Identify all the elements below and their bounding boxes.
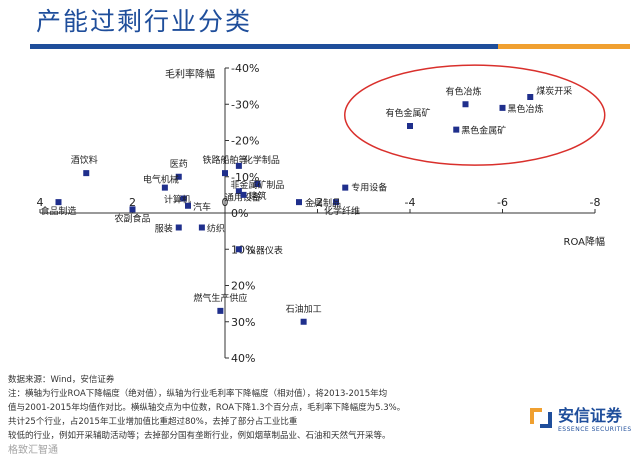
data-point [83,170,90,177]
x-tick-label: -8 [590,196,601,209]
data-point [175,173,182,180]
x-tick-label: -4 [405,196,416,209]
y-tick-label: -10% [231,171,259,184]
y-tick-label: -20% [231,135,259,148]
data-point [462,101,469,108]
highlight-ellipse [344,64,606,166]
data-point-label: 黑色冶炼 [508,103,544,115]
data-point-label: 化学纤维 [324,205,360,217]
data-point-label: 酒饮料 [71,154,98,166]
data-point [198,224,205,231]
y-axis-title: 毛利率降幅 [165,67,215,80]
data-point-label: 有色冶炼 [445,85,481,97]
brand-logo: 安信证券 ESSENCE SECURITIES [528,400,636,444]
data-point [240,191,247,198]
y-tick-label: -30% [231,98,259,111]
data-point [254,181,261,187]
x-tick-label: 4 [37,196,44,209]
data-point [333,199,339,206]
data-point-label: 燃气生产供应 [193,292,247,304]
data-point [55,199,62,206]
x-tick-label: -6 [497,196,508,209]
data-point [407,123,413,129]
data-point [217,307,224,314]
brand-name-en: ESSENCE SECURITIES [558,426,632,433]
brand-mark-icon [530,408,552,428]
data-point [235,246,242,253]
source-note: 数据来源：Wind，安信证券 [8,375,115,385]
data-point-label: 化学制品 [244,154,280,166]
data-point-label: 纺织 [207,223,225,235]
data-point [300,318,307,325]
data-point-label: 有色金属矿 [385,107,430,119]
data-point-label: 黑色金属矿 [461,125,506,137]
x-tick-label: -2 [312,196,323,209]
data-point-label: 计算机 [164,194,191,206]
scatter-chart: 4 2 0 -2 -4 -6 -8-40%-30%-20%-10%0%10%20%30%40… [37,62,606,365]
footnotes: 数据来源：Wind，安信证券 注：横轴为行业ROA下降幅度（绝对值），纵轴为行业… [8,373,528,443]
y-tick-label: 40% [231,352,255,365]
data-point [185,202,191,209]
y-tick-label: 30% [231,316,255,329]
data-point-label: 金属制品 [305,197,341,209]
page-title: 产能过剩行业分类 [36,7,253,36]
footer-tag: 格致汇智通 [8,445,58,456]
note-line-1: 注：横轴为行业ROA下降幅度（绝对值），纵轴为行业毛利率下降幅度（相对值），将2… [8,389,388,399]
brand-name: 安信证券 [558,406,623,425]
note-line-2: 值与2001-2015年均值作对比。横纵轴交点为中位数，ROA下降1.3个百分点… [8,403,406,413]
data-point [235,188,242,195]
x-tick-label: 0 [222,196,229,209]
x-axis-title: ROA降幅 [564,235,605,248]
data-point-label: 煤炭开采 [536,85,572,97]
data-point-label: 石油加工 [286,303,322,315]
x-tick-label: 2 [129,196,136,209]
data-point-label: 食品制造 [40,205,76,217]
data-point [342,184,349,191]
data-point-label: 专用设备 [351,182,387,194]
data-point-label: 非金属矿制品 [230,179,284,191]
y-tick-label: 20% [231,280,255,293]
data-point-label: 建筑 [249,190,267,202]
data-point-label: 农副食品 [114,212,150,224]
y-tick-label: 0% [231,207,248,220]
data-point-label: 服装 [155,223,173,235]
data-point [175,224,182,231]
note-line-3: 共计25个行业，占2015年工业增加值比重超过80%，去掉了部分占工业比重 [8,417,298,427]
data-point-label: 医药 [170,159,188,170]
data-point [235,162,242,169]
data-point [296,199,302,206]
title-divider [30,44,630,49]
data-point [527,94,534,100]
data-point [453,126,460,133]
data-point-label: 仪器仪表 [247,244,283,256]
note-line-4: 较低的行业，例如开采辅助活动等；去掉部分国有垄断行业，例如烟草制品业、石油和天然… [8,431,391,441]
data-point [222,170,228,177]
data-point [180,195,187,202]
data-point [129,206,136,213]
data-point [499,104,506,111]
data-point-label: 汽车 [193,201,211,213]
data-point [161,184,168,191]
y-tick-label: -40% [231,62,259,75]
data-point-label: 电气机械 [143,174,179,186]
